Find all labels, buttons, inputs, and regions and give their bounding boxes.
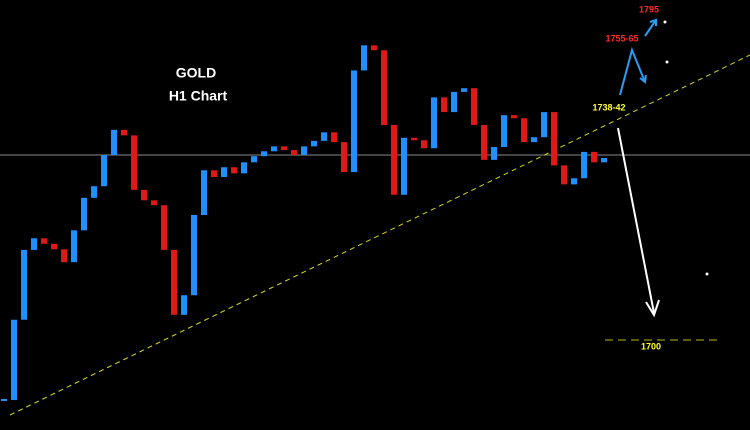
candle	[161, 205, 167, 250]
candle	[211, 170, 217, 178]
candle	[441, 97, 447, 113]
candle	[581, 151, 587, 179]
chart-title: GOLD	[176, 65, 216, 81]
candle	[301, 146, 307, 155]
candle	[421, 140, 427, 149]
candle	[91, 186, 97, 198]
candle	[351, 70, 357, 173]
down-arrow	[617, 127, 655, 314]
candle	[361, 45, 367, 71]
down-arrow-head	[645, 299, 660, 318]
candle	[491, 147, 497, 160]
candle	[181, 295, 187, 315]
candle	[221, 167, 227, 178]
chart-subtitle: H1 Chart	[169, 88, 228, 104]
candle	[511, 115, 517, 119]
dot	[663, 20, 667, 24]
candle	[111, 129, 117, 155]
candle	[201, 170, 207, 215]
blue-arrow-head	[649, 18, 657, 26]
candle	[471, 88, 477, 125]
candle	[341, 142, 347, 173]
candle	[141, 189, 147, 201]
candle	[71, 230, 77, 263]
annotation: 1700	[641, 341, 661, 351]
candle	[381, 50, 387, 125]
candle	[461, 88, 467, 92]
blue-arrow-path	[619, 46, 646, 96]
candle	[601, 158, 607, 163]
candle	[171, 249, 177, 315]
annotation: 1755-65	[605, 33, 638, 43]
candle	[101, 154, 107, 187]
candle	[531, 137, 537, 143]
candle	[191, 215, 197, 296]
candle	[11, 319, 17, 400]
candle	[281, 146, 287, 151]
candle	[331, 132, 337, 143]
candle	[291, 150, 297, 155]
candle	[261, 151, 267, 157]
candle	[481, 124, 487, 160]
blue-arrow-head	[639, 74, 647, 84]
candle	[411, 137, 417, 141]
candle	[501, 115, 507, 148]
trendline	[9, 54, 750, 416]
candle	[551, 112, 557, 166]
dot	[665, 60, 669, 64]
candle	[1, 398, 7, 401]
candle	[541, 112, 547, 138]
candle	[231, 167, 237, 174]
candle	[81, 197, 87, 231]
candle	[271, 146, 277, 152]
candle	[391, 124, 397, 195]
candles	[1, 45, 607, 401]
dot	[705, 272, 709, 276]
candle	[321, 132, 327, 141]
candle	[311, 140, 317, 147]
candle	[451, 91, 457, 113]
annotation: 1738-42	[592, 102, 625, 112]
candle	[51, 243, 57, 250]
candle	[41, 238, 47, 244]
candle	[151, 200, 157, 206]
candle	[131, 135, 137, 190]
candle	[21, 249, 27, 320]
candle	[591, 151, 597, 163]
blue-arrow	[644, 19, 657, 37]
candle	[371, 45, 377, 51]
candle	[571, 178, 577, 185]
candle	[561, 165, 567, 185]
candle	[121, 129, 127, 136]
candle	[521, 118, 527, 143]
annotation: 1795	[639, 4, 659, 14]
candle	[31, 238, 37, 250]
candle	[431, 97, 437, 149]
candle	[251, 156, 257, 163]
candle	[241, 162, 247, 174]
candle	[401, 137, 407, 195]
candle	[61, 249, 67, 263]
